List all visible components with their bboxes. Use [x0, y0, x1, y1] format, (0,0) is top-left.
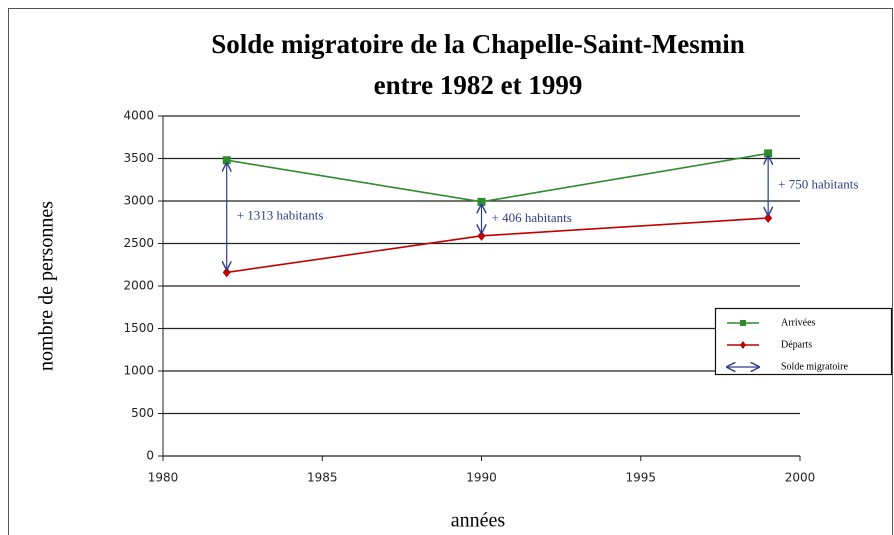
legend-marker [740, 341, 746, 349]
y-tick-label: 2500 [123, 236, 154, 250]
x-tick-label: 1990 [466, 471, 497, 485]
y-tick-label: 4000 [123, 109, 154, 123]
y-tick-label: 3500 [123, 151, 154, 165]
legend-label: Solde migratoire [781, 361, 848, 372]
legend-marker [740, 320, 746, 326]
x-axis-label: années [451, 510, 506, 532]
x-tick-label: 1995 [625, 471, 656, 485]
point [222, 156, 231, 165]
point [764, 149, 773, 158]
y-tick-label: 0 [146, 449, 154, 463]
annotation: + 1313 habitants [237, 207, 324, 222]
x-tick-label: 1985 [307, 471, 338, 485]
x-tick-label: 2000 [785, 471, 816, 485]
y-axis-label: nombre de personnes [36, 201, 58, 371]
legend: Arrivées Départs Solde migratoire [714, 307, 893, 376]
point [477, 197, 486, 206]
legend-label: Départs [781, 339, 812, 350]
x-tick-label: 1980 [148, 471, 179, 485]
chart-title: Solde migratoire de la Chapelle-Saint-Me… [211, 29, 744, 59]
legend-label: Arrivées [781, 317, 816, 328]
y-tick-label: 1500 [123, 321, 154, 335]
y-tick-label: 2000 [123, 279, 154, 293]
y-tick-label: 500 [131, 406, 154, 420]
annotation: + 750 habitants [778, 177, 858, 192]
y-tick-label: 1000 [123, 364, 154, 378]
annotation: + 406 habitants [492, 210, 572, 225]
chart-title: entre 1982 et 1999 [374, 70, 583, 100]
frame [8, 8, 893, 535]
y-tick-label: 3000 [123, 194, 154, 208]
